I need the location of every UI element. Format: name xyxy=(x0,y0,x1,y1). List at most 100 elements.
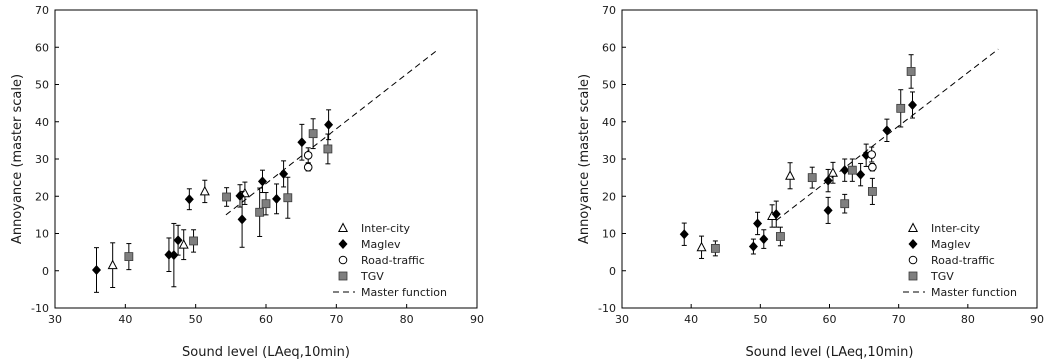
data-point-square xyxy=(906,67,916,76)
data-point-diamond xyxy=(840,165,850,176)
data-point-diamond xyxy=(856,169,866,180)
data-point-square xyxy=(323,144,333,154)
series-tgv xyxy=(710,54,916,257)
data-point-diamond xyxy=(338,239,348,249)
data-point-circle xyxy=(303,150,313,160)
data-point-square xyxy=(283,193,293,203)
y-tick-label: -10 xyxy=(598,302,616,315)
y-tick-label: 50 xyxy=(602,79,616,92)
y-tick-label: 40 xyxy=(35,116,49,129)
data-point-diamond xyxy=(173,235,183,246)
x-tick-label: 50 xyxy=(189,313,203,326)
series-maglev xyxy=(679,91,917,255)
data-point-triangle xyxy=(696,241,707,252)
y-tick-label: 40 xyxy=(602,116,616,129)
data-point-diamond xyxy=(771,209,781,220)
data-point-square xyxy=(255,207,265,217)
data-point-square xyxy=(261,199,271,209)
y-tick-label: 30 xyxy=(602,153,616,166)
y-tick-label: 10 xyxy=(35,228,49,241)
data-point-square xyxy=(847,165,857,175)
y-tick-label: 10 xyxy=(602,228,616,241)
data-point-diamond xyxy=(169,250,179,261)
legend-label: Maglev xyxy=(931,238,971,251)
series-inter-city xyxy=(107,179,250,289)
data-point-diamond xyxy=(279,168,289,179)
data-point-triangle xyxy=(337,222,349,232)
data-point-diamond xyxy=(237,214,247,225)
data-point-diamond xyxy=(748,241,758,252)
legend-label: Inter-city xyxy=(931,222,981,235)
series-maglev xyxy=(91,109,334,293)
x-tick-label: 40 xyxy=(118,313,132,326)
data-point-square xyxy=(840,199,850,209)
legend-label: Master function xyxy=(931,286,1017,299)
data-point-diamond xyxy=(184,194,194,205)
x-tick-label: 80 xyxy=(400,313,414,326)
data-point-triangle xyxy=(785,170,796,180)
x-tick-label: 30 xyxy=(48,313,62,326)
data-point-diamond xyxy=(324,119,334,130)
data-point-circle xyxy=(338,255,348,265)
data-point-square xyxy=(308,129,318,139)
data-point-diamond xyxy=(882,125,892,136)
data-point-diamond xyxy=(908,99,917,110)
data-point-diamond xyxy=(272,193,282,204)
data-point-triangle xyxy=(107,259,118,270)
data-point-diamond xyxy=(823,205,833,216)
y-tick-label: 50 xyxy=(35,79,49,92)
legend-label: Master function xyxy=(361,286,447,299)
data-point-diamond xyxy=(257,176,267,187)
data-point-circle xyxy=(908,255,918,265)
series-tgv xyxy=(124,118,333,271)
data-point-triangle xyxy=(827,167,838,177)
data-point-triangle xyxy=(907,222,919,232)
data-point-square xyxy=(189,236,198,246)
data-point-diamond xyxy=(297,137,307,148)
data-point-square xyxy=(338,271,348,281)
y-tick-label: 0 xyxy=(42,265,49,278)
data-point-diamond xyxy=(823,175,833,186)
series-inter-city xyxy=(696,161,838,259)
data-point-triangle xyxy=(178,239,189,249)
data-point-triangle xyxy=(199,185,210,196)
y-tick-label: 60 xyxy=(602,41,616,54)
data-point-diamond xyxy=(753,218,763,229)
x-tick-label: 50 xyxy=(753,313,767,326)
x-tick-label: 70 xyxy=(892,313,906,326)
x-tick-label: 60 xyxy=(259,313,273,326)
data-point-diamond xyxy=(908,239,918,249)
x-tick-label: 30 xyxy=(615,313,629,326)
data-point-square xyxy=(124,252,134,261)
y-tick-label: 20 xyxy=(602,190,616,203)
data-point-circle xyxy=(868,162,877,172)
y-tick-label: 60 xyxy=(35,41,49,54)
data-point-square xyxy=(775,232,785,241)
data-point-square xyxy=(867,187,877,196)
legend-label: Maglev xyxy=(361,238,401,251)
data-point-square xyxy=(896,103,906,113)
data-point-square xyxy=(908,271,918,281)
data-point-diamond xyxy=(759,234,769,245)
series-road-traffic xyxy=(303,147,313,172)
data-point-circle xyxy=(867,150,876,159)
x-tick-label: 90 xyxy=(1030,313,1044,326)
data-point-square xyxy=(222,192,232,202)
legend-label: TGV xyxy=(930,270,954,283)
data-point-circle xyxy=(303,162,313,172)
series-road-traffic xyxy=(867,146,877,172)
x-axis-title: Sound level (LAeq,10min) xyxy=(182,345,350,360)
legend-label: Road-traffic xyxy=(931,254,995,267)
y-tick-label: 70 xyxy=(35,4,49,17)
x-tick-label: 90 xyxy=(470,313,484,326)
x-tick-label: 70 xyxy=(329,313,343,326)
x-tick-label: 60 xyxy=(823,313,837,326)
y-tick-label: 0 xyxy=(609,265,616,278)
legend-label: TGV xyxy=(360,270,384,283)
y-tick-label: -10 xyxy=(31,302,49,315)
y-tick-label: 30 xyxy=(35,153,49,166)
y-axis-title: Annoyance (master scale) xyxy=(577,74,592,244)
